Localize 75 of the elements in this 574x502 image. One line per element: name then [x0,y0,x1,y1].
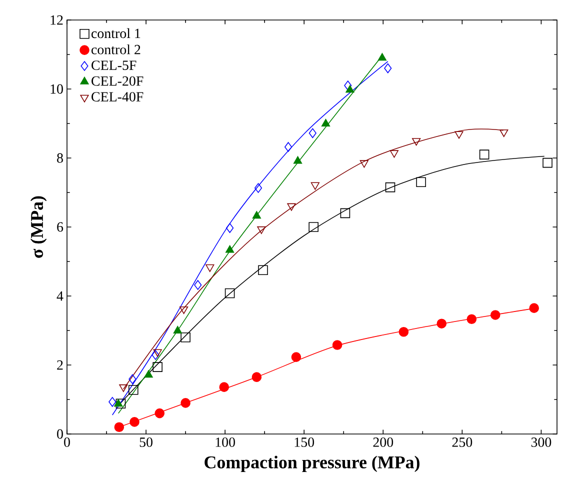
x-tick-label: 100 [216,438,235,447]
y-tick-label: 10 [50,84,63,94]
point [500,129,508,138]
point [128,384,138,395]
point [226,223,234,233]
point [180,332,190,342]
point [360,160,368,168]
legend-label: CEL-40F [92,92,144,102]
point [252,211,261,219]
y-tick-label: 6 [57,222,64,232]
point [226,245,234,253]
x-tick-label: 300 [531,438,552,447]
point [340,208,350,218]
legend-label: CEL-5F [92,60,136,70]
point [144,370,153,378]
point [416,177,426,188]
x-tick-label: 0 [64,438,70,447]
point [287,203,296,211]
point [258,265,268,276]
point [332,340,342,350]
point [529,303,539,313]
point [224,288,235,298]
point [293,156,302,164]
point [308,222,318,232]
point [130,417,140,427]
point [114,399,123,407]
point [194,280,202,290]
point [108,397,116,407]
legend-label: control 1 [92,28,140,38]
y-tick-label: 8 [57,153,63,163]
y-axis-title: σ (MPa) [30,196,47,258]
point [284,142,292,152]
x-tick-label: 200 [373,438,394,447]
point [219,382,230,392]
point [542,158,552,168]
point [173,326,182,334]
point [398,326,409,337]
legend-label: control 2 [92,44,140,54]
point [152,362,162,372]
y-tick-label: 4 [56,291,64,301]
point [206,264,214,272]
point [153,349,162,357]
point [257,226,266,234]
point [128,374,136,384]
point [346,85,354,93]
y-tick-label: 2 [57,360,63,370]
point [479,150,490,160]
point [310,182,320,190]
x-tick-label: 50 [140,438,152,447]
point [308,128,316,138]
point [180,306,188,314]
point [385,182,396,192]
point [252,372,262,382]
point [180,398,190,408]
point [490,310,500,320]
point [116,398,126,409]
point [152,350,160,360]
point [114,422,124,432]
point [436,318,447,328]
point [466,314,477,324]
x-axis-title: Compaction pressure (MPa) [204,456,420,472]
point [390,150,398,158]
point [454,131,464,139]
point [291,352,302,362]
point [154,408,165,418]
point [321,118,330,126]
point [344,80,352,90]
point [254,183,262,193]
point [412,138,421,146]
y-tick-label: 0 [57,429,63,439]
y-tick-label: 12 [50,15,63,25]
legend-label: CEL-20F [92,76,144,86]
point [378,53,386,61]
x-tick-label: 250 [452,438,472,447]
x-tick-label: 150 [294,438,314,447]
